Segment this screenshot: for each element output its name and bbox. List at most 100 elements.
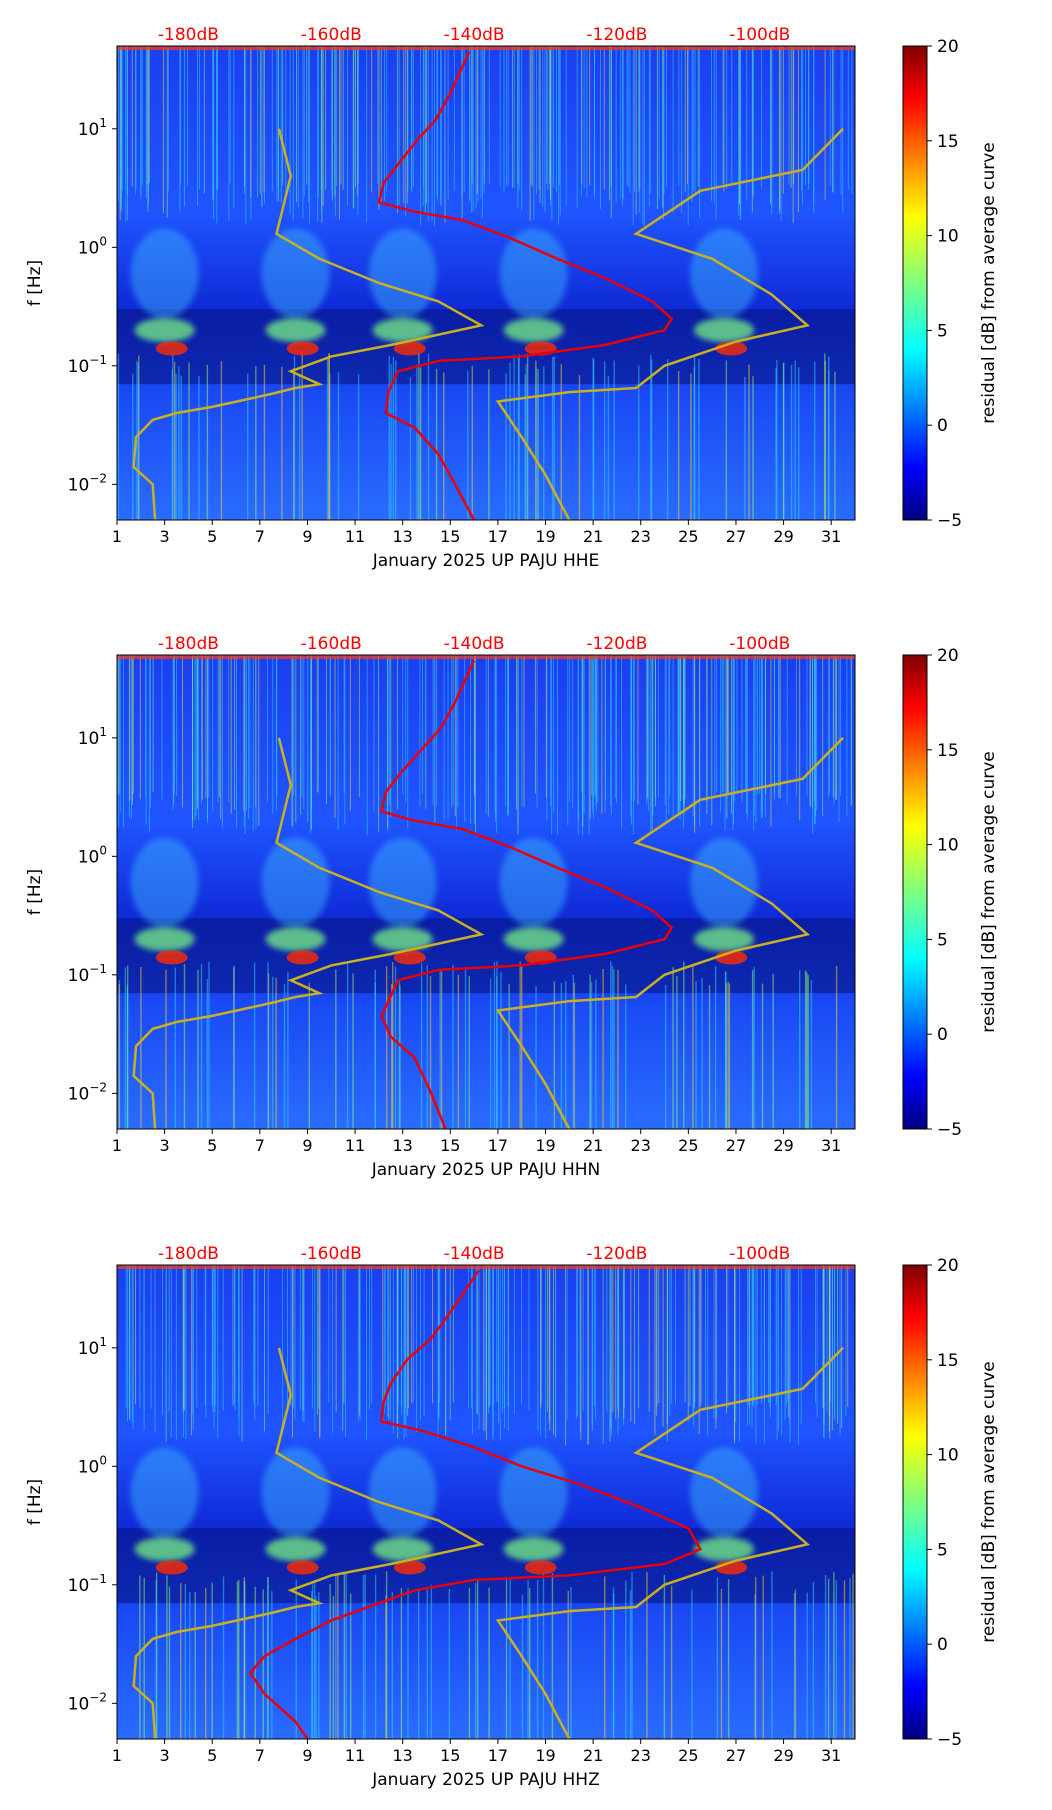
x-tick-label: 1 — [112, 1136, 122, 1155]
storm-halo — [261, 1447, 330, 1538]
average-psd-curve — [377, 50, 674, 520]
colorbar — [902, 654, 928, 1130]
colorbar-tick-label: 0 — [937, 1025, 948, 1045]
y-tick-base: 10 — [68, 475, 90, 495]
x-tick-label: 11 — [345, 1136, 365, 1155]
y-tick-exponent: 1 — [99, 1335, 107, 1349]
colorbar-tick-label: 10 — [937, 227, 959, 247]
y-tick-exponent: −1 — [89, 962, 107, 976]
x-tick-label: 27 — [726, 527, 746, 546]
storm-halo — [499, 837, 568, 928]
y-tick-base: 10 — [68, 1576, 90, 1596]
top-db-label: -120dB — [586, 25, 647, 45]
x-axis-label: January 2025 UP PAJU HHZ — [371, 1770, 599, 1790]
storm-peak — [155, 950, 188, 965]
y-tick-label: 10−2 — [68, 471, 107, 495]
x-tick-label: 29 — [773, 527, 793, 546]
top-db-label: -100dB — [729, 1244, 790, 1264]
x-tick-label: 3 — [160, 527, 170, 546]
x-tick-label: 27 — [726, 1136, 746, 1155]
y-tick-base: 10 — [68, 1694, 90, 1714]
storm-core — [503, 1537, 564, 1562]
x-tick-label: 21 — [583, 1136, 603, 1155]
colorbar-label: residual [dB] from average curve — [979, 751, 999, 1032]
y-tick-base: 10 — [68, 966, 90, 986]
y-tick-base: 10 — [68, 357, 90, 377]
top-db-label: -180dB — [158, 634, 219, 654]
storm-core — [134, 1537, 195, 1562]
y-tick-exponent: 1 — [99, 725, 107, 739]
storm-peak — [393, 341, 426, 356]
storm-core — [694, 927, 755, 952]
storm-halo — [261, 228, 330, 319]
colorbar — [902, 1264, 928, 1740]
x-tick-label: 25 — [678, 527, 698, 546]
storm-core — [265, 318, 326, 343]
x-tick-label: 5 — [207, 527, 217, 546]
colorbar-tick-label: 5 — [937, 930, 948, 950]
x-tick-label: 31 — [821, 527, 841, 546]
colorbar-tick-label: 20 — [937, 646, 959, 666]
top-db-label: -160dB — [301, 25, 362, 45]
top-db-label: -140dB — [444, 25, 505, 45]
top-db-label: -120dB — [586, 1244, 647, 1264]
y-tick-base: 10 — [78, 847, 100, 867]
y-tick-base: 10 — [68, 1084, 90, 1104]
top-db-label: -160dB — [301, 1244, 362, 1264]
x-tick-label: 5 — [207, 1136, 217, 1155]
y-tick-label: 10−1 — [68, 1572, 107, 1596]
colorbar-label: residual [dB] from average curve — [979, 142, 999, 423]
x-tick-label: 23 — [631, 1746, 651, 1765]
storm-halo — [499, 228, 568, 319]
storm-halo — [130, 228, 199, 319]
colorbar-tick-label: 15 — [937, 132, 959, 152]
x-tick-label: 17 — [488, 527, 508, 546]
colorbar-tick-label: −5 — [937, 1730, 962, 1750]
y-tick-label: 10−1 — [68, 962, 107, 986]
y-tick-exponent: −1 — [89, 1572, 107, 1586]
x-tick-label: 25 — [678, 1136, 698, 1155]
noise-model-low-curve — [132, 128, 485, 520]
storm-halo — [368, 1447, 437, 1538]
colorbar-tick-label: 20 — [937, 1256, 959, 1276]
top-db-label: -100dB — [729, 634, 790, 654]
storm-core — [134, 318, 195, 343]
y-tick-exponent: 0 — [99, 843, 107, 857]
y-tick-base: 10 — [78, 729, 100, 749]
storm-core — [694, 318, 755, 343]
y-tick-label: 101 — [78, 725, 107, 749]
top-db-label: -140dB — [444, 1244, 505, 1264]
y-tick-exponent: 0 — [99, 1453, 107, 1467]
y-axis-label: f [Hz] — [25, 869, 45, 915]
x-tick-label: 7 — [255, 1746, 265, 1765]
x-tick-label: 9 — [302, 527, 312, 546]
noise-model-high-curve — [495, 127, 844, 520]
x-axis-label: January 2025 UP PAJU HHN — [371, 1160, 601, 1180]
storm-core — [372, 1537, 433, 1562]
y-tick-base: 10 — [78, 1339, 100, 1359]
y-tick-base: 10 — [78, 238, 100, 258]
noise-model-high-curve — [495, 1346, 844, 1739]
spectrogram-field — [117, 1265, 855, 1739]
y-tick-label: 100 — [78, 1453, 107, 1477]
x-tick-label: 19 — [535, 1746, 555, 1765]
y-tick-label: 10−2 — [68, 1690, 107, 1714]
y-tick-base: 10 — [78, 1457, 100, 1477]
top-db-label: -140dB — [444, 634, 505, 654]
y-tick-exponent: 1 — [99, 116, 107, 130]
x-tick-label: 15 — [440, 1746, 460, 1765]
colorbar-label: residual [dB] from average curve — [979, 1361, 999, 1642]
y-tick-exponent: −1 — [89, 353, 107, 367]
storm-core — [134, 927, 195, 952]
plot-frame — [116, 45, 856, 521]
storm-halo — [499, 1447, 568, 1538]
colorbar-tick-label: 15 — [937, 1351, 959, 1371]
x-tick-label: 23 — [631, 527, 651, 546]
colorbar-tick-label: 0 — [937, 416, 948, 436]
x-tick-label: 15 — [440, 527, 460, 546]
storm-halo — [261, 837, 330, 928]
x-tick-label: 11 — [345, 1746, 365, 1765]
colorbar-tick-label: −5 — [937, 1120, 962, 1140]
colorbar-tick-label: 10 — [937, 836, 959, 856]
